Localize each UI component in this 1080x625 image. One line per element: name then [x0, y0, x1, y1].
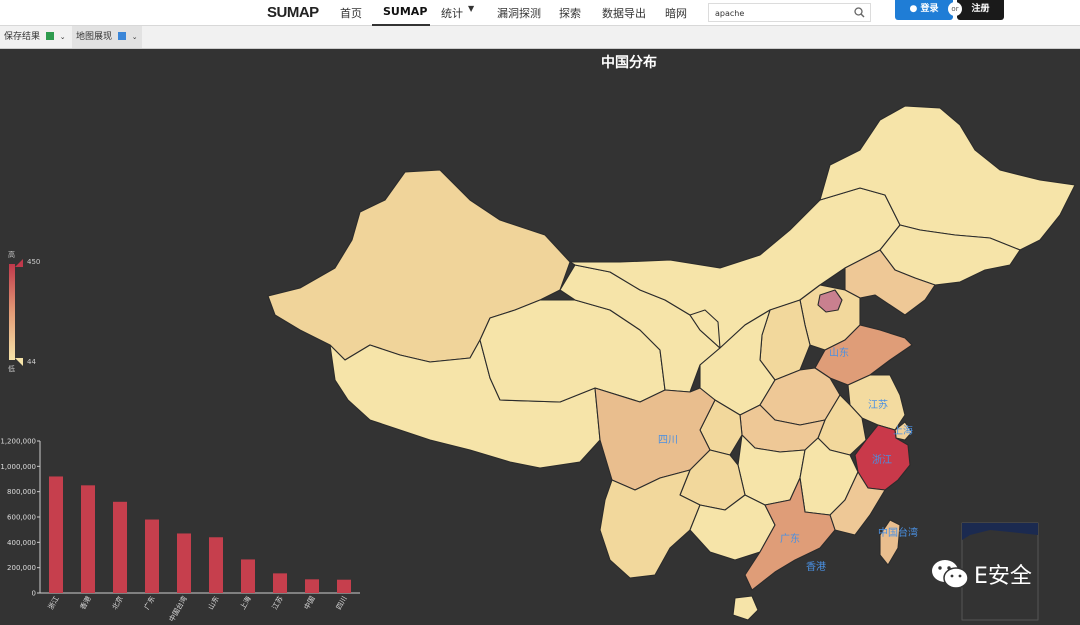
x-tick-label: 四川 — [335, 595, 349, 611]
user-icon: ● — [909, 4, 921, 14]
region-hainan[interactable] — [732, 595, 759, 621]
label-zhejiang: 浙江 — [872, 454, 892, 466]
y-tick-label: 1,200,000 — [0, 438, 36, 446]
nav-home[interactable]: 首页 — [340, 7, 362, 20]
nav-active-underline — [372, 24, 430, 26]
y-tick-label: 1,000,000 — [0, 463, 36, 471]
or-badge: or — [948, 2, 962, 16]
login-button[interactable]: ● 登录 — [895, 0, 953, 20]
x-tick-label: 香港 — [78, 595, 93, 612]
excel-icon — [45, 32, 54, 40]
chevron-down-icon: ⌄ — [131, 33, 138, 41]
bar-山东[interactable] — [209, 537, 223, 593]
bar-上海[interactable] — [241, 559, 255, 593]
legend-handle-bottom[interactable] — [15, 358, 23, 366]
y-tick-label: 600,000 — [7, 514, 36, 522]
x-tick-label: 上海 — [238, 595, 253, 612]
register-button[interactable]: 注册 — [957, 0, 1004, 20]
region-fujian[interactable] — [829, 471, 886, 536]
y-tick-label: 400,000 — [7, 539, 36, 547]
x-tick-label: 广东 — [142, 595, 157, 612]
region-beijing[interactable] — [817, 289, 843, 313]
bar-四川[interactable] — [337, 579, 351, 593]
y-tick-label: 0 — [32, 590, 36, 598]
legend-gradient-bar[interactable] — [9, 264, 15, 360]
x-tick-label: 中国 — [302, 595, 317, 612]
search-box[interactable] — [708, 3, 871, 22]
visual-map-legend[interactable]: 高 450 44 低 — [0, 250, 60, 375]
label-jiangsu: 江苏 — [868, 398, 888, 411]
bar-北京[interactable] — [113, 501, 127, 593]
region-taiwan[interactable] — [879, 519, 901, 566]
bar-中国台湾[interactable] — [177, 533, 191, 593]
watermark: E安全 — [930, 557, 1032, 591]
y-tick-label: 200,000 — [7, 564, 36, 572]
save-results-dropdown[interactable]: 保存结果 ⌄ — [0, 26, 70, 48]
bar-中国[interactable] — [305, 579, 319, 593]
toolbar: 保存结果 ⌄ 地图展现 ⌄ — [0, 26, 1080, 49]
caret-down-icon[interactable]: ▼ — [468, 4, 475, 13]
map-view-label: 地图展现 — [76, 32, 113, 42]
label-taiwan: 中国台湾 — [878, 526, 918, 539]
label-shanghai: 上海 — [893, 424, 913, 437]
nav-vuln-detect[interactable]: 漏洞探测 — [497, 7, 541, 20]
x-tick-label: 北京 — [110, 595, 125, 612]
nav-sumap[interactable]: SUMAP — [383, 5, 428, 18]
label-hongkong: 香港 — [806, 561, 826, 573]
y-tick-label: 800,000 — [7, 488, 36, 496]
map-view-dropdown[interactable]: 地图展现 ⌄ — [72, 26, 142, 48]
search-icon[interactable] — [854, 7, 865, 18]
x-tick-label: 山东 — [206, 595, 221, 612]
region-zhejiang[interactable] — [854, 424, 911, 491]
nav-explore[interactable]: 探索 — [559, 7, 581, 20]
login-label: 登录 — [920, 4, 939, 14]
label-sichuan: 四川 — [658, 435, 678, 446]
nav-data-export[interactable]: 数据导出 — [602, 7, 646, 20]
nav-darknet[interactable]: 暗网 — [665, 7, 687, 20]
region-ningxia[interactable] — [689, 309, 721, 349]
x-tick-label: 浙江 — [46, 595, 61, 612]
bar-香港[interactable] — [81, 485, 95, 593]
bar-chart: 0 200,000 400,000 600,000 800,000 1,000,000 1,… — [0, 438, 360, 624]
legend-low-label: 低 — [8, 365, 15, 373]
map-title: 中国分布 — [601, 55, 657, 71]
legend-max-value: 450 — [27, 258, 41, 266]
region-inner-mongolia[interactable] — [569, 187, 901, 349]
logo[interactable]: SUMAP — [267, 4, 319, 21]
legend-min-value: 44 — [27, 358, 36, 366]
region-yunnan[interactable] — [599, 469, 701, 579]
search-input[interactable] — [715, 6, 845, 20]
bar-浙江[interactable] — [49, 476, 63, 593]
label-guangdong: 广东 — [780, 532, 800, 545]
region-guangdong[interactable] — [744, 477, 836, 591]
bar-江苏[interactable] — [273, 573, 287, 593]
nav-stats[interactable]: 统计 — [441, 7, 463, 20]
top-navbar: SUMAP 首页 SUMAP 统计 ▼ 漏洞探测 探索 数据导出 暗网 ● 登录… — [0, 0, 1080, 26]
region-liaoning[interactable] — [844, 249, 936, 316]
legend-handle-top[interactable] — [15, 259, 23, 267]
china-map[interactable]: 山东 江苏 上海 浙江 四川 广东 香港 中国台湾 — [0, 50, 1080, 625]
wechat-icon — [932, 560, 969, 589]
map-icon — [117, 32, 126, 40]
save-results-label: 保存结果 — [4, 32, 41, 42]
inset-land — [962, 523, 1038, 540]
watermark-text: E安全 — [974, 564, 1032, 589]
x-tick-label: 中国台湾 — [167, 595, 189, 624]
legend-high-label: 高 — [8, 251, 15, 259]
x-tick-label: 江苏 — [270, 595, 285, 612]
label-shandong: 山东 — [829, 346, 849, 359]
chevron-down-icon: ⌄ — [59, 33, 66, 41]
bar-广东[interactable] — [145, 519, 159, 593]
